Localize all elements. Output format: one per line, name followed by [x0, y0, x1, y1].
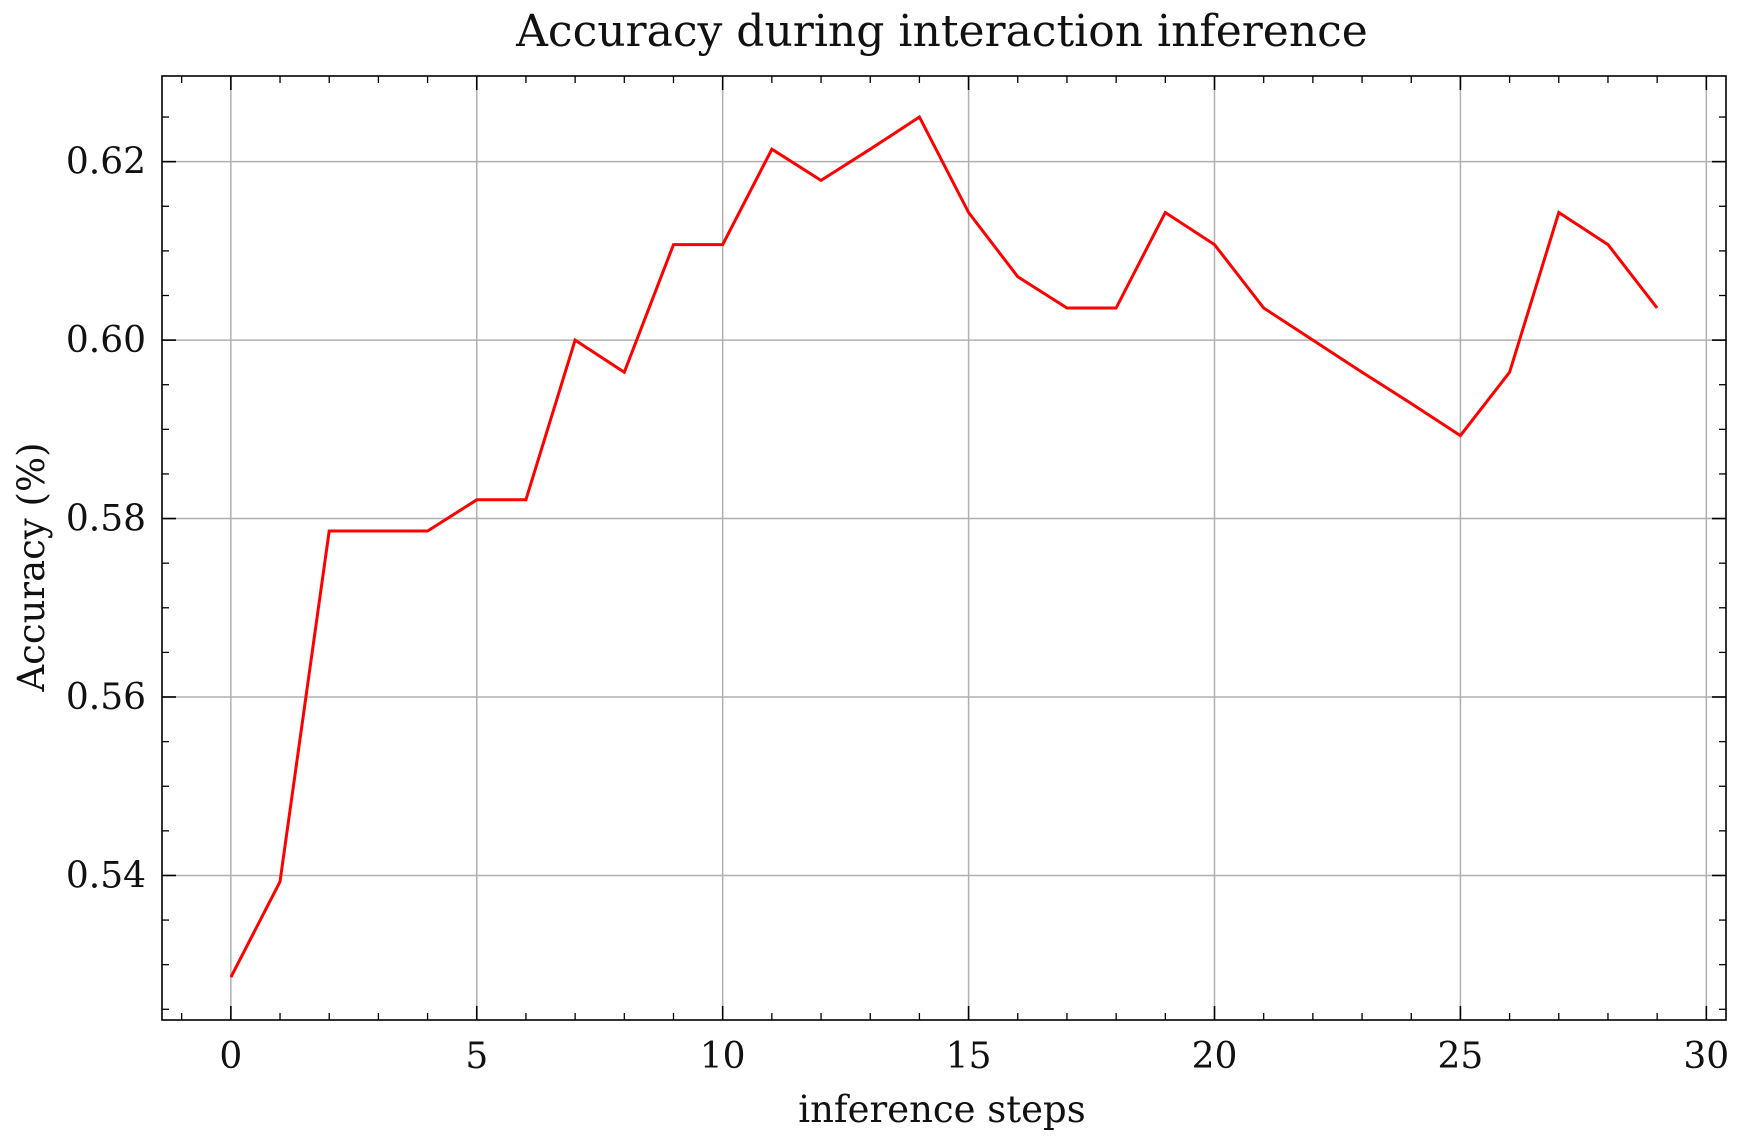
x-tick-label: 30: [1683, 1036, 1729, 1077]
y-tick-label: 0.62: [66, 142, 146, 183]
axis-ticks: [162, 76, 1726, 1020]
x-tick-label: 5: [465, 1036, 488, 1077]
x-tick-label: 10: [700, 1036, 746, 1077]
y-tick-label: 0.54: [66, 855, 146, 896]
x-tick-labels: 0 5 10 15 20 25 30: [219, 1036, 1729, 1077]
series-line: [229, 114, 1659, 978]
y-tick-label: 0.56: [66, 677, 146, 718]
x-tick-label: 15: [946, 1036, 992, 1077]
y-axis-label: Accuracy (%): [10, 442, 53, 692]
x-tick-label: 25: [1438, 1036, 1484, 1077]
y-tick-labels: 0.54 0.56 0.58 0.60 0.62: [66, 142, 146, 897]
grid-lines: [162, 76, 1726, 1020]
x-axis-label: inference steps: [798, 1088, 1085, 1131]
data-series: [229, 114, 1659, 978]
chart-title: Accuracy during interaction inference: [515, 6, 1368, 57]
x-tick-label: 0: [219, 1036, 242, 1077]
y-tick-label: 0.58: [66, 499, 146, 540]
plot-area-frame: [161, 75, 1727, 1021]
x-tick-label: 20: [1192, 1036, 1238, 1077]
y-tick-label: 0.60: [66, 320, 146, 361]
